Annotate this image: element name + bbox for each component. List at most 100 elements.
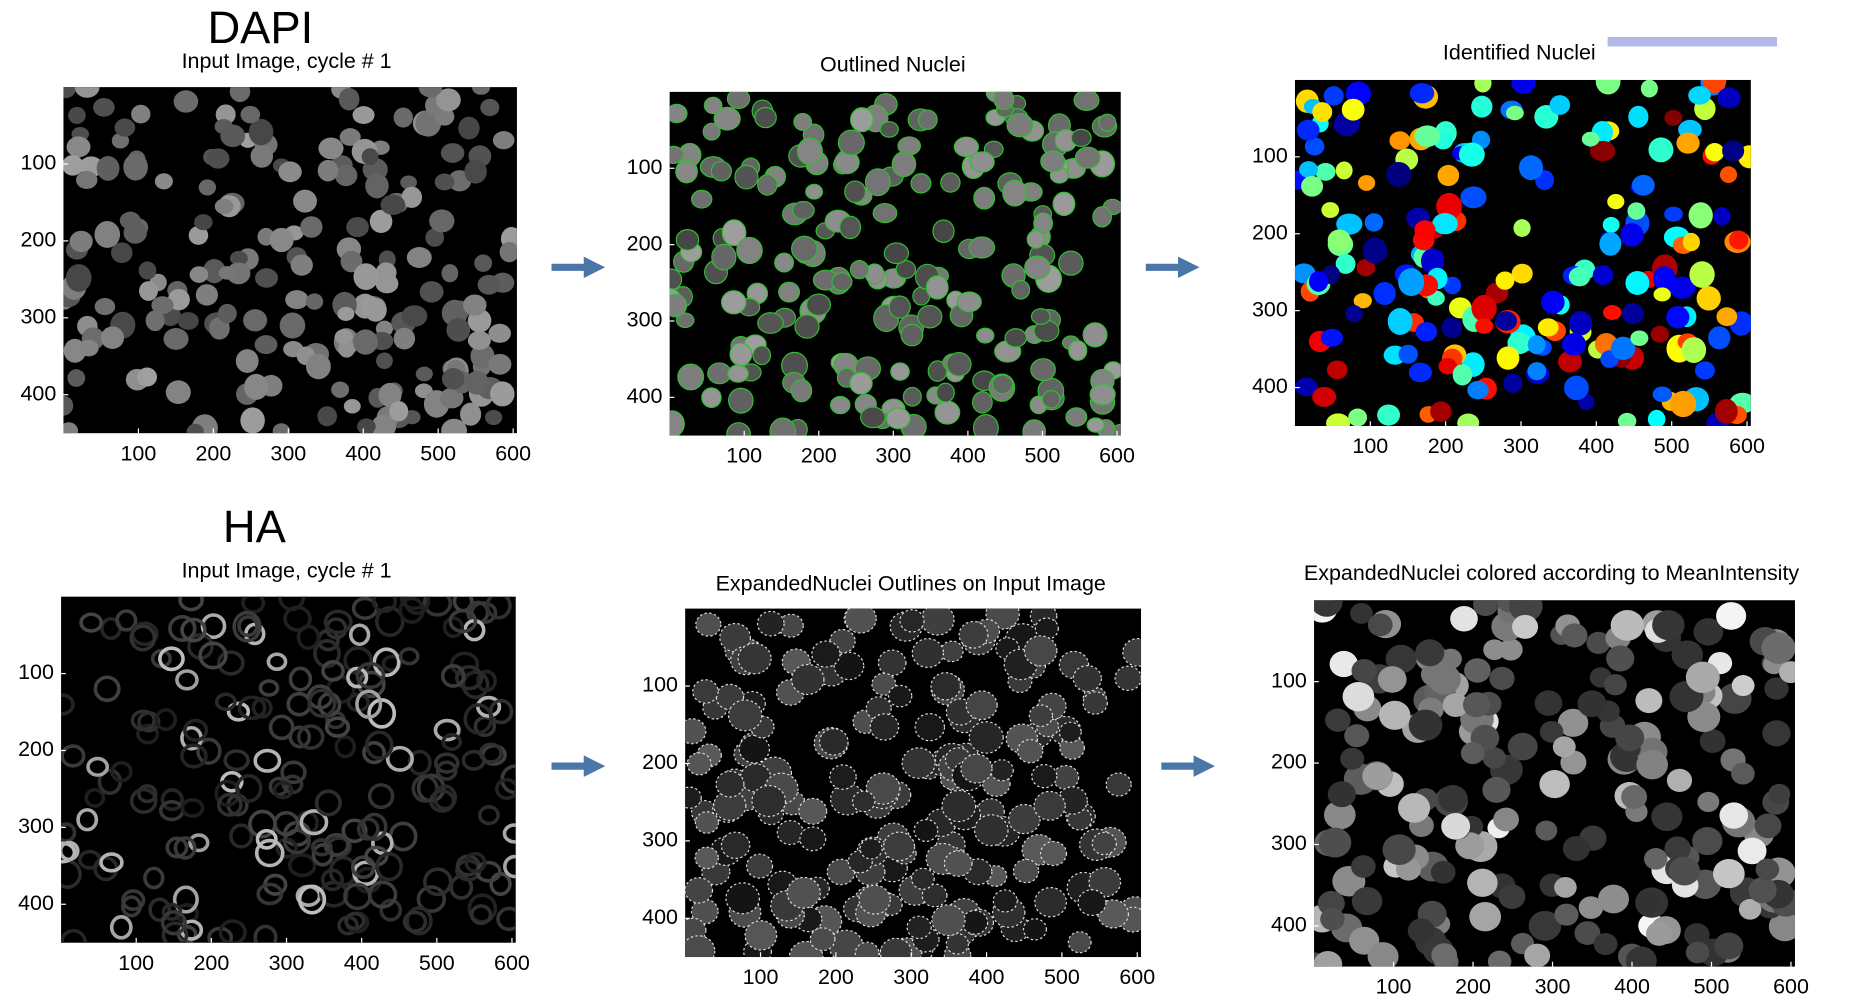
cell: [1455, 832, 1485, 860]
cell: [365, 173, 389, 199]
cell: [1610, 336, 1636, 361]
cell: [61, 744, 86, 768]
cell: [669, 268, 683, 291]
cell: [436, 88, 461, 112]
cell: [109, 915, 133, 940]
y-tick-label: 300: [627, 308, 663, 332]
cell: [1496, 346, 1520, 370]
x-tick-label: 500: [1654, 434, 1690, 458]
cell: [1408, 709, 1443, 741]
cell: [1022, 419, 1047, 436]
cell: [463, 294, 487, 316]
cell: [1717, 87, 1741, 109]
cell: [63, 422, 79, 434]
cell: [154, 173, 173, 190]
cell: [1028, 704, 1054, 728]
cell: [151, 296, 174, 315]
x-tick-label: 500: [1025, 444, 1061, 468]
cell: [1034, 617, 1059, 640]
cell: [232, 610, 262, 643]
cell: [1603, 305, 1622, 321]
cell: [229, 250, 248, 266]
cell: [435, 760, 458, 781]
cell: [393, 327, 416, 350]
cell: [121, 889, 146, 912]
cell: [1350, 602, 1373, 624]
cell: [218, 919, 247, 943]
cell: [429, 209, 455, 233]
cell: [1593, 932, 1618, 956]
cell: [956, 291, 982, 313]
cell: [305, 293, 324, 310]
cell: [865, 772, 901, 805]
x-tick-label: 200: [195, 441, 231, 465]
y-tick-label: 300: [1271, 831, 1307, 855]
cell: [66, 136, 91, 158]
cell: [338, 87, 360, 111]
cell: [1344, 724, 1370, 748]
panel: HA Input Image, cycle # 1 100 200 300 400 500 6…: [18, 501, 530, 975]
cell: [254, 335, 278, 355]
cell: [1323, 800, 1356, 830]
cell: [1460, 186, 1487, 209]
cell: [1348, 408, 1368, 427]
cell: [296, 724, 325, 750]
cell: [178, 596, 204, 612]
cell: [791, 200, 815, 220]
cell: [992, 889, 1018, 913]
cell: [1397, 793, 1431, 823]
cell: [1651, 802, 1683, 832]
cell: [677, 363, 705, 391]
cell: [478, 742, 503, 764]
cell: [1008, 803, 1041, 835]
cell: [1398, 268, 1425, 297]
cell: [1653, 287, 1671, 302]
cell: [1314, 950, 1343, 967]
cell: [63, 87, 76, 99]
cell: [1382, 834, 1416, 866]
cell: [1668, 856, 1701, 886]
cell: [940, 640, 964, 663]
cell: [464, 851, 487, 874]
cell: [1610, 610, 1644, 641]
cell: [1389, 131, 1411, 150]
cell: [1606, 645, 1635, 672]
cell: [446, 317, 471, 342]
cell: [310, 838, 333, 857]
y-tick-label: 100: [642, 673, 678, 697]
cell: [111, 132, 130, 149]
cell: [930, 672, 962, 701]
cell: [1450, 606, 1478, 632]
cell: [858, 884, 891, 915]
cell: [1294, 377, 1318, 397]
cell: [1114, 665, 1142, 692]
cell: [75, 170, 98, 189]
cell: [337, 306, 355, 321]
cell: [129, 624, 157, 652]
cell: [422, 596, 453, 617]
cell: [1340, 747, 1365, 770]
cell: [1755, 858, 1780, 881]
cell: [883, 242, 910, 265]
cell: [321, 660, 345, 682]
cell: [139, 281, 158, 301]
cell: [65, 264, 92, 292]
cell: [1342, 682, 1375, 712]
cell: [1409, 83, 1435, 104]
cell: [1068, 340, 1088, 361]
cell: [129, 787, 158, 814]
cell: [389, 400, 409, 422]
cell: [217, 303, 237, 324]
cell: [769, 417, 797, 436]
cell: [115, 609, 138, 632]
cell: [248, 118, 274, 146]
y-tick-label: 400: [1271, 913, 1307, 937]
y-tick-label: 300: [642, 828, 678, 852]
panel: Identified Nuclei 100 200 300 400 500 600 100 20…: [1252, 41, 1765, 459]
cell: [288, 725, 312, 749]
cell: [911, 638, 945, 669]
cell: [334, 164, 358, 187]
cell: [355, 689, 383, 719]
cell: [353, 263, 379, 291]
cell: [1320, 328, 1343, 347]
